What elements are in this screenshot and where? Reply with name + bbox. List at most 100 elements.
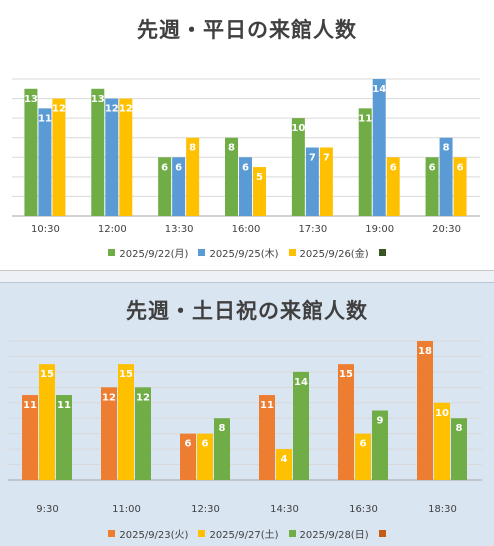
bar [39, 364, 55, 480]
legend-label: 2025/9/27(土) [209, 530, 279, 541]
data-label: 11 [358, 113, 372, 124]
bar [172, 157, 186, 216]
data-label: 12 [136, 392, 150, 403]
bar [214, 418, 230, 480]
legend-swatch [198, 249, 206, 256]
bar [372, 410, 388, 480]
bar [239, 157, 252, 216]
category-label: 20:30 [432, 224, 461, 235]
data-label: 8 [443, 143, 450, 154]
bar [56, 395, 72, 480]
data-label: 8 [456, 423, 463, 434]
legend-item-extra [378, 530, 386, 537]
data-label: 6 [360, 439, 367, 450]
legend-label: 2025/9/22(月) [119, 249, 189, 260]
data-label: 11 [260, 400, 274, 411]
data-label: 6 [242, 162, 249, 173]
legend-item: 2025/9/28(日) [288, 526, 369, 541]
data-label: 11 [38, 113, 52, 124]
category-label: 16:00 [232, 224, 261, 235]
category-label: 12:30 [191, 504, 220, 515]
bar [158, 157, 172, 216]
category-label: 10:30 [31, 224, 60, 235]
category-label: 11:00 [112, 504, 141, 515]
category-label: 18:30 [428, 504, 457, 515]
data-label: 14 [294, 377, 308, 388]
weekend-chart-title: 先週・土日祝の来館人数 [126, 299, 368, 323]
legend-item-extra [378, 249, 386, 256]
data-label: 6 [429, 162, 436, 173]
weekday-chart-title: 先週・平日の来館人数 [137, 18, 357, 42]
data-label: 13 [24, 94, 38, 105]
bar [417, 341, 433, 480]
data-label: 10 [435, 408, 449, 419]
data-label: 12 [105, 104, 119, 115]
legend-label: 2025/9/28(日) [299, 530, 369, 541]
chart-separator [0, 271, 494, 282]
bar [293, 371, 309, 480]
bar [358, 108, 372, 216]
data-label: 6 [161, 162, 168, 173]
data-label: 15 [339, 369, 353, 380]
legend-item: 2025/9/25(木) [198, 245, 279, 260]
data-label: 7 [323, 153, 330, 164]
bar [180, 433, 196, 480]
bar [24, 88, 38, 216]
category-label: 17:30 [298, 224, 327, 235]
legend-swatch [288, 530, 296, 537]
data-label: 8 [219, 423, 226, 434]
bar [105, 98, 119, 216]
legend-swatch [288, 249, 296, 256]
legend-item: 2025/9/22(月) [108, 245, 188, 260]
data-label: 7 [309, 153, 316, 164]
data-label: 9 [377, 416, 384, 427]
bar [291, 118, 305, 216]
legend-item: 2025/9/23(火) [108, 526, 188, 541]
data-label: 8 [189, 143, 196, 154]
bar [451, 418, 467, 480]
data-label: 15 [119, 369, 133, 380]
bar [355, 433, 371, 480]
data-label: 8 [228, 143, 235, 154]
data-label: 18 [418, 346, 432, 357]
legend-swatch [198, 530, 206, 537]
legend-swatch [108, 249, 116, 256]
data-label: 4 [281, 454, 288, 465]
data-label: 6 [202, 439, 209, 450]
bar [52, 98, 66, 216]
bar [372, 79, 386, 216]
category-label: 12:00 [98, 224, 127, 235]
category-label: 14:30 [270, 504, 299, 515]
legend-swatch [378, 249, 386, 256]
data-label: 6 [185, 439, 192, 450]
bar [276, 449, 292, 480]
bar [386, 157, 400, 216]
weekend-chart-panel: 先週・土日祝の来館人数 11 15 11 9:30 12 15 12 11:00 6 6 8 12:3… [0, 282, 494, 546]
bar [319, 147, 333, 216]
data-label: 13 [91, 94, 105, 105]
data-label: 15 [40, 369, 54, 380]
category-label: 16:30 [349, 504, 378, 515]
bar [135, 387, 151, 480]
bar [225, 137, 238, 216]
data-label: 6 [390, 162, 397, 173]
bar [38, 108, 52, 216]
bar [119, 98, 133, 216]
data-label: 12 [52, 104, 66, 115]
data-label: 10 [291, 123, 305, 134]
bar [259, 395, 275, 480]
bar [434, 402, 450, 480]
data-label: 5 [256, 172, 263, 183]
data-label: 6 [457, 162, 464, 173]
category-label: 19:00 [365, 224, 394, 235]
bar [197, 433, 213, 480]
category-label: 13:30 [165, 224, 194, 235]
bar [253, 167, 266, 216]
bar [305, 147, 319, 216]
category-label: 9:30 [36, 504, 58, 515]
legend-swatch [378, 530, 386, 537]
bar [101, 387, 117, 480]
weekend-legend: 2025/9/23(火) 2025/9/27(土) 2025/9/28(日) [0, 526, 494, 541]
